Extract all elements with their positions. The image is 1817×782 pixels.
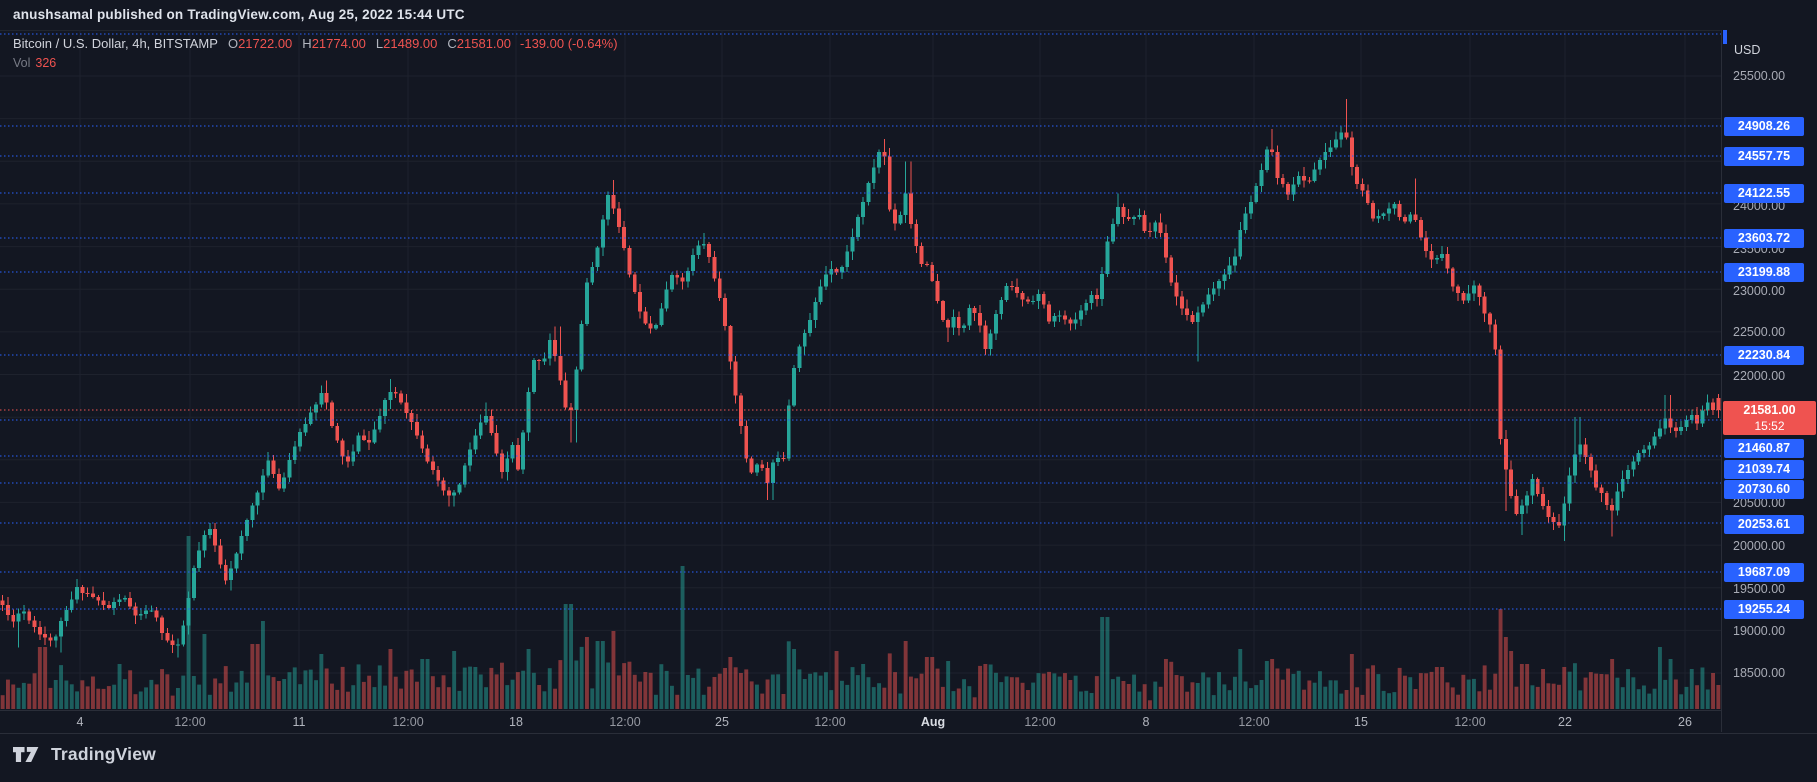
clipped-level-label xyxy=(1723,30,1727,44)
time-tick: 12:00 xyxy=(609,715,641,729)
currency-label: USD xyxy=(1734,43,1761,57)
price-tick: 19500.00 xyxy=(1733,582,1786,596)
footer-bar: TradingView xyxy=(0,732,1817,782)
time-tick: 25 xyxy=(715,715,729,729)
ohlc-pair: O21722.00 xyxy=(227,36,293,51)
time-tick: 11 xyxy=(292,715,306,729)
alert-price-label: 23603.72 xyxy=(1724,229,1804,248)
alert-price-label: 24908.26 xyxy=(1724,117,1804,136)
chart-pane[interactable] xyxy=(0,30,1721,711)
volume-value: 326 xyxy=(35,56,57,70)
time-tick: 4 xyxy=(76,715,84,729)
change-value: -139.00 (-0.64%) xyxy=(520,36,618,51)
time-tick: 15 xyxy=(1354,715,1368,729)
price-tick: 25500.00 xyxy=(1733,69,1786,83)
symbol-legend: Bitcoin / U.S. Dollar, 4h, BITSTAMP O2172… xyxy=(13,36,618,51)
ohlc-pair: H21774.00 xyxy=(302,36,366,51)
price-tick: 20000.00 xyxy=(1733,539,1786,553)
alert-price-label: 21460.87 xyxy=(1724,439,1804,458)
time-tick: Aug xyxy=(920,715,946,729)
grid-layer xyxy=(0,30,1721,710)
bar-countdown: 15:52 xyxy=(1754,419,1785,433)
candles-layer xyxy=(0,99,1721,658)
alert-level-lines xyxy=(0,33,1721,610)
last-price-value: 21581.00 xyxy=(1743,403,1796,417)
ohlc-pair: C21581.00 xyxy=(447,36,512,51)
price-chart-canvas[interactable] xyxy=(0,30,1721,710)
time-tick: 8 xyxy=(1142,715,1150,729)
ohlc-values: O21722.00 H21774.00 L21489.00 C21581.00 xyxy=(218,36,511,51)
time-tick: 12:00 xyxy=(174,715,206,729)
time-tick: 22 xyxy=(1558,715,1572,729)
volume-legend: Vol 326 xyxy=(13,56,56,70)
time-tick: 12:00 xyxy=(1024,715,1056,729)
alert-price-label: 23199.88 xyxy=(1724,263,1804,282)
price-tick: 22000.00 xyxy=(1733,369,1786,383)
attribution-text: anushsamal published on TradingView.com,… xyxy=(13,7,465,22)
price-tick: 22500.00 xyxy=(1733,325,1786,339)
time-tick: 12:00 xyxy=(1238,715,1270,729)
time-tick: 12:00 xyxy=(814,715,846,729)
time-tick: 12:00 xyxy=(392,715,424,729)
time-axis[interactable]: 4 12:00 11 12:00 18 12:00 25 12:00 Aug 12:00 8 12:0… xyxy=(0,710,1817,734)
price-axis[interactable]: USD 25500.00 24000.00 23500.00 23000.00 2250… xyxy=(1721,30,1817,732)
ohlc-pair: L21489.00 xyxy=(375,36,438,51)
alert-price-label: 21039.74 xyxy=(1724,460,1804,479)
price-tick: 20500.00 xyxy=(1733,496,1786,510)
alert-price-label: 19687.09 xyxy=(1724,563,1804,582)
time-tick: 26 xyxy=(1678,715,1692,729)
symbol-title[interactable]: Bitcoin / U.S. Dollar, 4h, BITSTAMP xyxy=(13,36,218,51)
alert-price-label: 20253.61 xyxy=(1724,515,1804,534)
tradingview-logo[interactable]: TradingView xyxy=(13,744,156,765)
time-tick: 18 xyxy=(509,715,523,729)
tradingview-logo-icon xyxy=(13,747,39,762)
price-tick: 18500.00 xyxy=(1733,666,1786,680)
attribution-bar: anushsamal published on TradingView.com,… xyxy=(0,0,1817,30)
last-price-label: 21581.00 15:52 xyxy=(1723,401,1816,435)
alert-price-label: 24122.55 xyxy=(1724,184,1804,203)
alert-price-label: 20730.60 xyxy=(1724,480,1804,499)
alert-price-label: 24557.75 xyxy=(1724,147,1804,166)
time-tick: 12:00 xyxy=(1454,715,1486,729)
volume-label: Vol xyxy=(13,56,31,70)
tradingview-logo-text: TradingView xyxy=(51,744,156,764)
alert-price-label: 19255.24 xyxy=(1724,600,1804,619)
price-tick: 19000.00 xyxy=(1733,624,1786,638)
alert-price-label: 22230.84 xyxy=(1724,346,1804,365)
volume-layer xyxy=(0,536,1721,709)
price-tick: 23000.00 xyxy=(1733,284,1786,298)
